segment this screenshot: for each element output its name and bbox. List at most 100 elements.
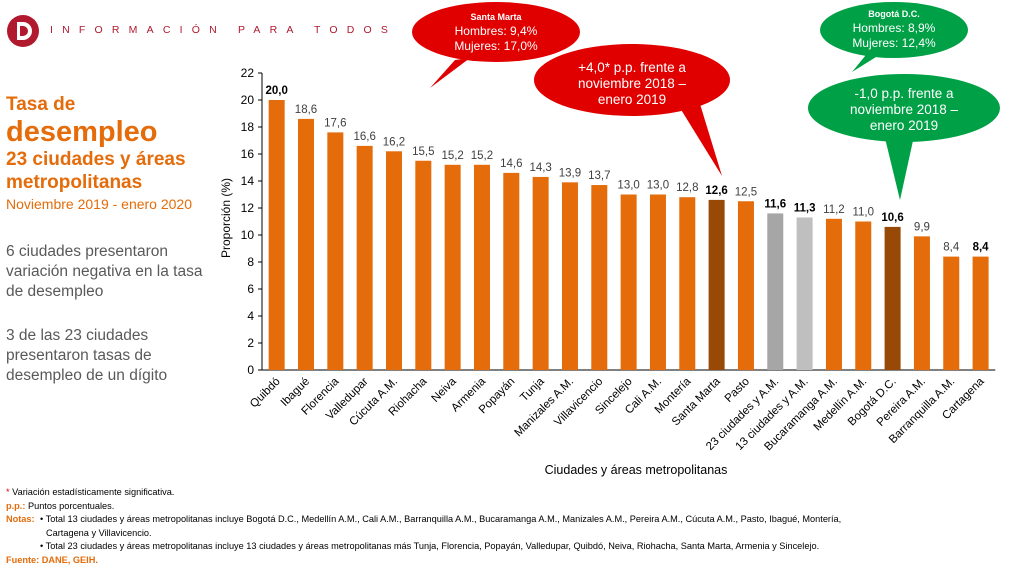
santa-marta-change-line-2: noviembre 2018 – (578, 76, 687, 91)
pp-text: Puntos porcentuales. (27, 500, 115, 511)
y-tick-label: 16 (241, 147, 255, 161)
bogota-change-line-1: -1,0 p.p. frente a (854, 86, 954, 101)
value-label: 13,0 (647, 180, 669, 192)
bar (591, 185, 608, 370)
dane-logo (7, 15, 39, 47)
y-axis-label: Proporción (%) (219, 178, 233, 258)
bar (356, 145, 373, 370)
header-tagline: INFORMACIÓN PARA TODOS (50, 24, 398, 36)
bogota-gender-callout: Bogotá D.C. Hombres: 8,9% Mujeres: 12,4% (820, 2, 968, 72)
santa-marta-change-callout: +4,0* p.p. frente a noviembre 2018 – ene… (534, 44, 730, 176)
value-label: 10,6 (881, 212, 903, 224)
y-tick-label: 12 (241, 201, 255, 215)
y-tick-label: 6 (247, 282, 254, 296)
source-text: DANE, GEIH. (41, 554, 98, 565)
title-line-2: desempleo (6, 116, 158, 148)
note-1-line-1: • Total 13 ciudades y áreas metropolitan… (40, 514, 842, 525)
pp-note: p.p.: Puntos porcentuales. (6, 500, 841, 514)
value-label: 14,3 (529, 162, 551, 174)
value-label: 15,2 (471, 150, 493, 162)
value-label: 11,6 (764, 198, 786, 210)
bar (972, 256, 989, 370)
bar (532, 176, 549, 370)
chart-bars (268, 100, 989, 371)
significance-note: * Variación estadísticamente significati… (6, 486, 841, 500)
pp-label: p.p.: (6, 500, 26, 511)
value-label: 9,9 (914, 221, 930, 233)
x-tick-label: Quibdó (248, 376, 283, 411)
value-label: 15,2 (441, 150, 463, 162)
note-2: • Total 23 ciudades y áreas metropolitan… (40, 541, 820, 552)
title-line-4: metropolitanas (6, 172, 143, 193)
summary-paragraph-2: 3 de las 23 ciudades presentaron tasas d… (6, 327, 168, 384)
bar (620, 194, 637, 370)
santa-marta-callout-men: Hombres: 9,4% (455, 24, 538, 38)
bogota-change-line-3: enero 2019 (870, 118, 938, 133)
bar (825, 218, 842, 370)
y-tick-label: 0 (247, 363, 254, 377)
significance-mark: * (6, 487, 10, 497)
period-subtitle: Noviembre 2019 - enero 2020 (6, 196, 193, 212)
x-axis-label: Ciudades y áreas metropolitanas (545, 463, 728, 477)
y-tick-label: 8 (247, 255, 254, 269)
value-label: 20,0 (265, 85, 287, 97)
value-label: 8,4 (973, 242, 990, 254)
y-tick-label: 4 (247, 309, 254, 323)
bar (415, 160, 432, 370)
bar (913, 236, 930, 370)
footnotes: * Variación estadísticamente significati… (6, 486, 841, 568)
bar (473, 164, 490, 370)
bogota-change-callout: -1,0 p.p. frente a noviembre 2018 – ener… (808, 74, 1000, 200)
bar (503, 172, 520, 370)
bar (444, 164, 461, 370)
value-label: 13,0 (617, 180, 639, 192)
bar (884, 226, 901, 370)
bar (767, 213, 784, 370)
bar (796, 217, 813, 370)
value-label: 16,2 (383, 136, 405, 148)
significance-text: Variación estadísticamente significativa… (12, 487, 175, 497)
value-label: 12,8 (676, 182, 698, 194)
bar (737, 201, 754, 370)
bar (708, 199, 725, 370)
value-label: 12,6 (705, 185, 727, 197)
notes-block: Notas: • Total 13 ciudades y áreas metro… (6, 513, 841, 554)
bar (327, 132, 344, 370)
bogota-callout-title: Bogotá D.C. (868, 9, 920, 19)
notes-label: Notas: (6, 514, 35, 525)
santa-marta-callout-women: Mujeres: 17,0% (454, 39, 538, 53)
y-tick-label: 10 (241, 228, 255, 242)
bar (268, 100, 285, 370)
left-title-block: Tasa de desempleo 23 ciudades y áreas me… (6, 94, 216, 213)
summary-paragraph-1: 6 ciudades presentaron variación negativ… (6, 243, 203, 300)
bar (649, 194, 666, 370)
value-label: 16,6 (353, 131, 375, 143)
value-label: 17,6 (324, 117, 346, 129)
bar (561, 182, 578, 370)
bogota-change-line-2: noviembre 2018 – (850, 102, 959, 117)
bar (943, 256, 960, 370)
value-label: 8,4 (943, 242, 960, 254)
bar (385, 151, 402, 370)
note-1-line-2: Cartagena y Villavicencio. (46, 527, 152, 538)
bogota-callout-men: Hombres: 8,9% (853, 21, 936, 35)
y-tick-label: 2 (247, 336, 254, 350)
bar (855, 221, 872, 370)
y-tick-label: 14 (241, 174, 255, 188)
title-line-3: 23 ciudades y áreas (6, 149, 186, 170)
y-tick-label: 22 (241, 66, 255, 80)
santa-marta-change-line-1: +4,0* p.p. frente a (578, 60, 686, 75)
bogota-callout-women: Mujeres: 12,4% (852, 36, 936, 50)
value-label: 12,5 (735, 186, 757, 198)
bar (297, 118, 314, 371)
value-label: 11,3 (794, 202, 816, 214)
y-tick-label: 20 (241, 93, 255, 107)
value-label: 15,5 (412, 146, 434, 158)
value-label: 13,9 (559, 167, 581, 179)
source-label: Fuente: (6, 554, 40, 565)
value-label: 18,6 (295, 104, 317, 116)
santa-marta-callout-title: Santa Marta (470, 12, 522, 22)
title-line-1: Tasa de (6, 94, 76, 115)
santa-marta-gender-callout: Santa Marta Hombres: 9,4% Mujeres: 17,0% (412, 2, 580, 88)
